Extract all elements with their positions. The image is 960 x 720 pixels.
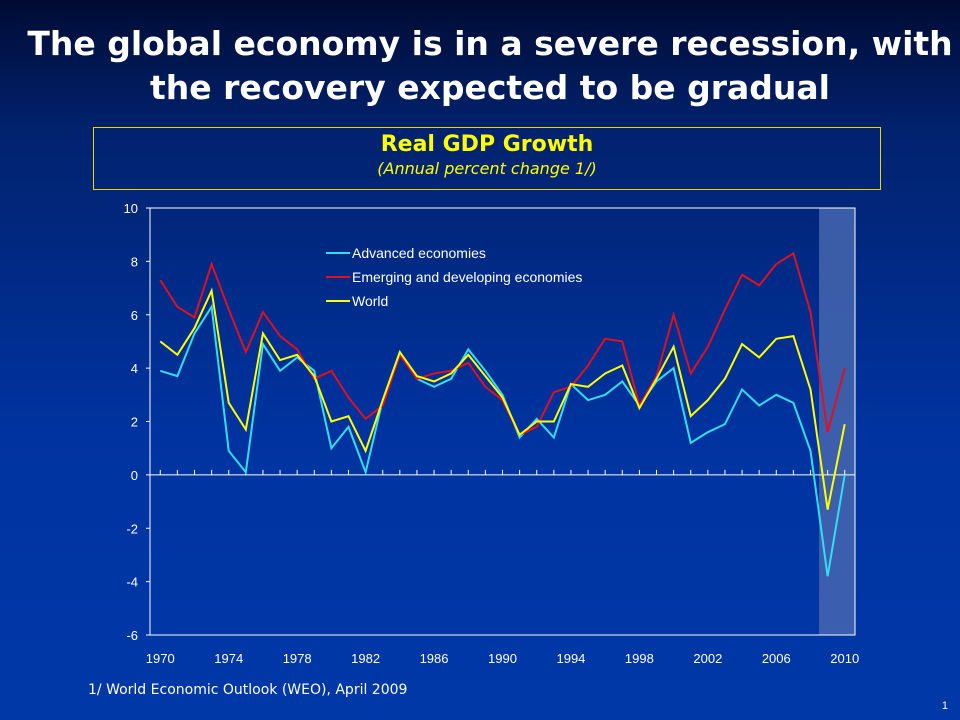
slide-title: The global economy is in a severe recess… bbox=[27, 24, 953, 107]
chart-title: Real GDP Growth bbox=[380, 132, 594, 157]
page-number: 1 bbox=[941, 700, 948, 712]
y-tick-label: -4 bbox=[126, 575, 138, 590]
series-line-emerging-and-developing-economies bbox=[159, 251, 846, 437]
x-tick-label: 1990 bbox=[488, 651, 517, 666]
y-tick-label: 0 bbox=[131, 468, 138, 483]
x-tick-label: 1994 bbox=[556, 651, 585, 666]
footnote: 1/ World Economic Outlook (WEO), April 2… bbox=[88, 682, 408, 698]
x-tick-label: 1982 bbox=[351, 651, 380, 666]
series-line-advanced-economies bbox=[159, 303, 846, 577]
x-tick-label: 1998 bbox=[625, 651, 654, 666]
legend-label: World bbox=[352, 293, 388, 309]
y-tick-label: -2 bbox=[126, 521, 138, 536]
x-tick-label: 1970 bbox=[146, 651, 175, 666]
y-tick-label: 2 bbox=[131, 415, 138, 430]
x-tick-label: 2010 bbox=[830, 651, 859, 666]
x-tick-label: 1978 bbox=[283, 651, 312, 666]
x-tick-label: 1974 bbox=[214, 651, 243, 666]
y-tick-label: 8 bbox=[131, 254, 138, 269]
x-tick-label: 1986 bbox=[420, 651, 449, 666]
y-tick-label: 6 bbox=[131, 308, 138, 323]
forecast-shading bbox=[819, 208, 855, 635]
chart-title-box: Real GDP Growth (Annual percent change 1… bbox=[93, 127, 881, 190]
legend-label: Advanced economies bbox=[352, 245, 486, 261]
y-tick-label: 4 bbox=[131, 361, 138, 376]
x-tick-label: 2002 bbox=[693, 651, 722, 666]
y-tick-label: 10 bbox=[124, 201, 138, 216]
legend-label: Emerging and developing economies bbox=[352, 269, 582, 285]
x-tick-label: 2006 bbox=[762, 651, 791, 666]
y-tick-label: -6 bbox=[126, 628, 138, 643]
chart-subtitle: (Annual percent change 1/) bbox=[377, 159, 597, 178]
series-line-world bbox=[159, 287, 846, 510]
